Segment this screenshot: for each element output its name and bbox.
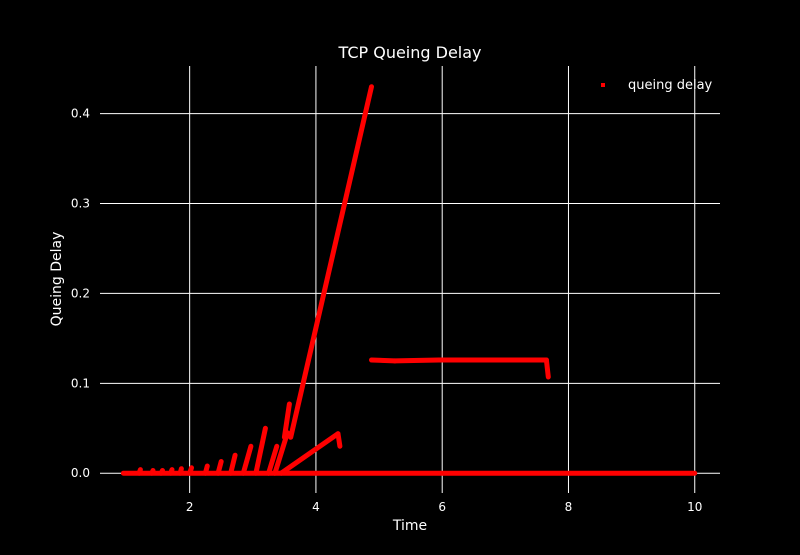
data-point-trace (266, 443, 280, 476)
chart-title: TCP Queing Delay (337, 43, 481, 62)
data-point-trace (158, 468, 165, 476)
data-point-trace (253, 425, 268, 476)
legend: queing delay (601, 78, 713, 93)
data-point-trace (369, 357, 398, 364)
legend-marker (601, 83, 605, 87)
data-point-trace (543, 357, 551, 380)
x-tick-label: 8 (565, 500, 573, 514)
data-point-trace (136, 467, 143, 476)
data-point-trace (288, 84, 374, 440)
data-point-trace (168, 467, 175, 476)
legend-label: queing delay (628, 78, 713, 93)
data-point-trace (149, 468, 156, 476)
data-point-trace (335, 431, 343, 449)
plot-area (120, 84, 698, 476)
data-point-trace (202, 463, 210, 476)
grid (100, 66, 720, 493)
data-point-trace (215, 459, 224, 476)
y-axis-label: Queing Delay (49, 232, 65, 327)
data-point-trace (281, 401, 292, 440)
y-tick-label: 0.2 (71, 286, 90, 300)
x-axis-label: Time (392, 518, 427, 534)
tick-labels: 2 4 6 8 10 0.0 0.1 0.2 0.3 0.4 (71, 107, 702, 514)
data-point-trace (187, 465, 194, 476)
x-tick-label: 10 (687, 500, 702, 514)
data-point-trace (278, 431, 341, 476)
y-tick-label: 0.3 (71, 197, 90, 211)
y-tick-label: 0.4 (71, 107, 90, 121)
y-tick-label: 0.0 (71, 466, 90, 480)
x-tick-label: 6 (438, 500, 446, 514)
x-tick-label: 4 (312, 500, 320, 514)
data-point-trace (240, 443, 254, 476)
data-point-trace (228, 452, 238, 476)
y-tick-label: 0.1 (71, 376, 90, 390)
data-point-trace (392, 357, 442, 364)
x-tick-label: 2 (186, 500, 194, 514)
data-point-trace (177, 466, 184, 476)
